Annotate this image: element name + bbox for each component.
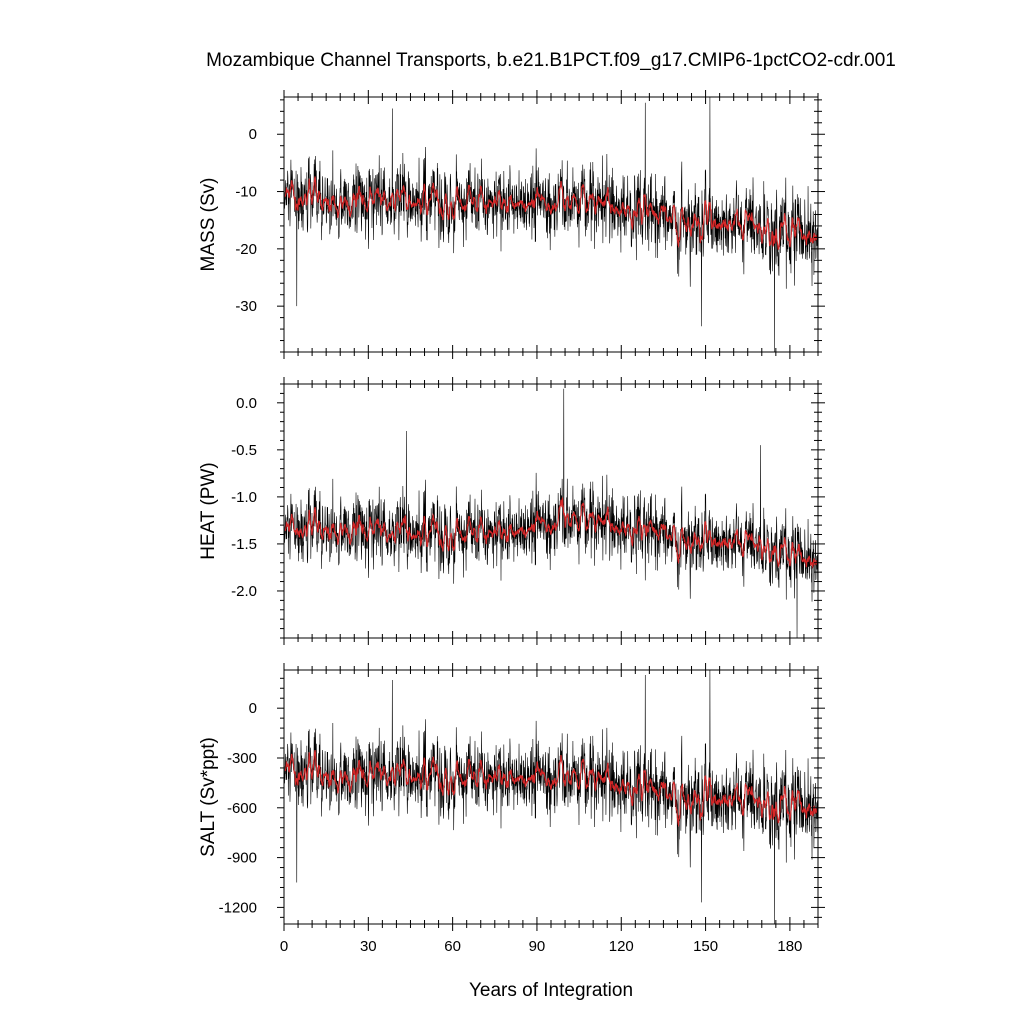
x-tick-label: 180 xyxy=(777,938,802,955)
y-tick-label: -1.5 xyxy=(231,536,257,553)
y-axis-label: HEAT (PW) xyxy=(198,462,219,559)
y-axis-label: MASS (Sv) xyxy=(198,178,219,272)
running-mean-line xyxy=(284,749,818,828)
y-tick-label: -300 xyxy=(227,750,257,767)
y-tick-label: -600 xyxy=(227,800,257,817)
y-tick-label: 0.0 xyxy=(236,395,257,412)
y-tick-label: 0 xyxy=(249,700,257,717)
x-tick-label: 150 xyxy=(693,938,718,955)
salt-panel: 0 30 60 90 120 150 180 0 -300 -600 -900 -1200 SALT (… xyxy=(198,663,825,955)
x-tick-label: 120 xyxy=(609,938,634,955)
y-tick-label: -30 xyxy=(235,298,257,315)
x-axis-label: Years of Integration xyxy=(469,980,633,1001)
y-tick-label: -900 xyxy=(227,850,257,867)
y-tick-label: -2.0 xyxy=(231,583,257,600)
heat-panel: 0.0 -0.5 -1.0 -1.5 -2.0 HEAT (PW) xyxy=(198,377,825,645)
running-mean-line xyxy=(284,497,818,569)
running-mean-line xyxy=(284,176,818,250)
y-tick-label: -1.0 xyxy=(231,489,257,506)
x-tick-label: 60 xyxy=(444,938,461,955)
y-tick-label: -0.5 xyxy=(231,442,257,459)
mass-panel: 0 -10 -20 -30 MASS (Sv) xyxy=(198,90,825,359)
y-axis-label: SALT (Sv*ppt) xyxy=(198,737,219,857)
y-tick-label: -20 xyxy=(235,241,257,258)
figure-title: Mozambique Channel Transports, b.e21.B1P… xyxy=(206,50,896,71)
x-tick-label: 90 xyxy=(529,938,546,955)
y-tick-label: 0 xyxy=(249,126,257,143)
y-tick-label: -10 xyxy=(235,184,257,201)
x-tick-label: 0 xyxy=(280,938,288,955)
y-tick-label: -1200 xyxy=(219,899,257,916)
x-tick-label: 30 xyxy=(360,938,377,955)
